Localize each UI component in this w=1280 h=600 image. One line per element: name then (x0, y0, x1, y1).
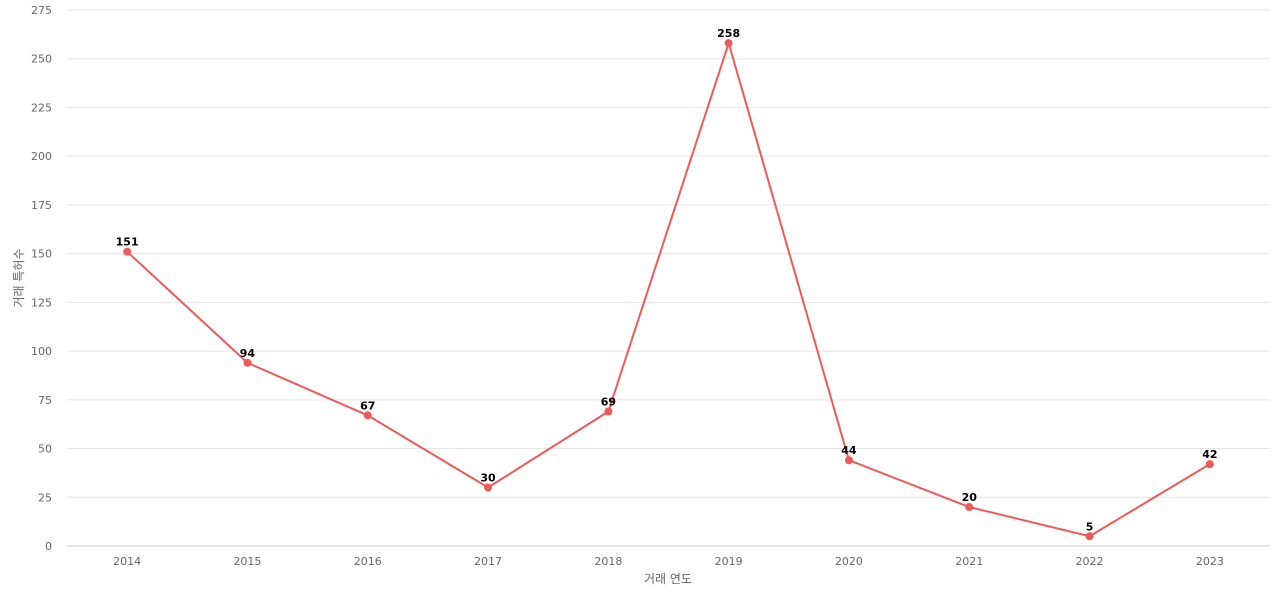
y-tick-label: 225 (31, 101, 52, 114)
x-tick-label: 2016 (354, 555, 382, 568)
y-tick-label: 200 (31, 150, 52, 163)
data-label: 258 (717, 27, 740, 40)
x-axis-ticks: 2014 2015 2016 2017 2018 2019 2020 2021 2022 2023 (113, 555, 1224, 568)
data-label: 44 (841, 444, 857, 457)
x-tick-label: 2014 (113, 555, 141, 568)
data-point[interactable] (123, 247, 132, 256)
y-axis-title: 거래 특허수 (12, 248, 26, 307)
x-tick-label: 2018 (594, 555, 622, 568)
x-tick-label: 2023 (1196, 555, 1224, 568)
y-tick-label: 0 (45, 540, 52, 553)
x-axis-title: 거래 연도 (644, 572, 692, 586)
data-point[interactable] (965, 503, 974, 512)
data-point[interactable] (363, 411, 372, 420)
y-tick-label: 75 (38, 394, 52, 407)
data-label: 30 (480, 472, 496, 485)
data-label: 67 (360, 399, 375, 412)
data-point[interactable] (604, 407, 613, 416)
x-tick-label: 2020 (835, 555, 863, 568)
data-label: 20 (962, 491, 978, 504)
data-label: 69 (601, 396, 616, 409)
series-group (123, 39, 1214, 541)
data-label: 151 (116, 236, 139, 249)
data-label: 42 (1202, 448, 1217, 461)
y-tick-label: 100 (31, 345, 52, 358)
x-tick-label: 2021 (955, 555, 983, 568)
series-line (126, 42, 1211, 538)
y-tick-label: 50 (38, 443, 52, 456)
grid-lines (67, 9, 1270, 547)
data-point[interactable] (1085, 532, 1094, 541)
data-point[interactable] (844, 456, 853, 465)
x-tick-label: 2015 (233, 555, 261, 568)
data-labels: 151 94 67 30 69 258 44 20 5 42 (116, 27, 1218, 533)
data-point[interactable] (1205, 460, 1214, 469)
y-axis-ticks: 0 25 50 75 100 125 150 175 200 225 250 275 (31, 4, 52, 553)
y-tick-label: 150 (31, 248, 52, 261)
data-label: 5 (1086, 520, 1094, 533)
y-tick-label: 250 (31, 53, 52, 66)
x-tick-label: 2022 (1076, 555, 1104, 568)
y-tick-label: 125 (31, 296, 52, 309)
y-tick-label: 175 (31, 199, 52, 212)
data-point[interactable] (484, 483, 493, 492)
y-tick-label: 275 (31, 4, 52, 17)
x-tick-label: 2019 (715, 555, 743, 568)
data-label: 94 (240, 347, 256, 360)
data-point[interactable] (724, 39, 733, 48)
x-tick-label: 2017 (474, 555, 502, 568)
data-point[interactable] (243, 358, 252, 367)
y-tick-label: 25 (38, 491, 52, 504)
